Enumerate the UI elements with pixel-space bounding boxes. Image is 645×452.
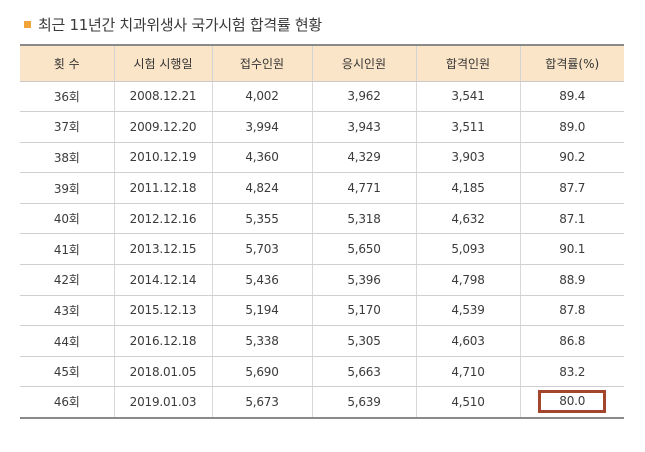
table-row: 40회 2012.12.16 5,355 5,318 4,632 87.1 <box>20 203 624 235</box>
header-round: 횟 수 <box>20 44 115 82</box>
table-row: 39회 2011.12.18 4,824 4,771 4,185 87.7 <box>20 172 624 204</box>
square-bullet-icon <box>24 20 31 28</box>
cell-applicants: 5,355 <box>211 203 313 235</box>
cell-passed: 3,511 <box>415 111 521 143</box>
cell-round: 36회 <box>20 81 115 113</box>
cell-applicants: 3,994 <box>211 111 313 143</box>
cell-applicants: 5,673 <box>211 386 313 419</box>
cell-round: 42회 <box>20 264 115 296</box>
cell-passed: 4,185 <box>415 172 521 204</box>
header-exam-date: 시험 시행일 <box>113 44 213 82</box>
cell-examinees: 4,771 <box>311 172 417 204</box>
cell-round: 46회 <box>20 386 115 419</box>
cell-pass-rate: 90.2 <box>519 142 624 174</box>
cell-pass-rate: 83.2 <box>519 356 624 388</box>
cell-passed: 4,798 <box>415 264 521 296</box>
cell-exam-date: 2009.12.20 <box>113 111 213 143</box>
cell-examinees: 5,318 <box>311 203 417 235</box>
cell-examinees: 5,396 <box>311 264 417 296</box>
cell-round: 45회 <box>20 356 115 388</box>
cell-examinees: 4,329 <box>311 142 417 174</box>
header-examinees: 응시인원 <box>311 44 417 82</box>
cell-passed: 4,510 <box>415 386 521 419</box>
table-row: 43회 2015.12.13 5,194 5,170 4,539 87.8 <box>20 295 624 327</box>
cell-pass-rate: 86.8 <box>519 325 624 357</box>
cell-applicants: 5,690 <box>211 356 313 388</box>
cell-examinees: 3,962 <box>311 81 417 113</box>
table-row: 46회 2019.01.03 5,673 5,639 4,510 80.0 <box>20 386 624 419</box>
cell-round: 37회 <box>20 111 115 143</box>
cell-pass-rate: 87.1 <box>519 203 624 235</box>
table-row: 44회 2016.12.18 5,338 5,305 4,603 86.8 <box>20 325 624 357</box>
cell-round: 41회 <box>20 233 115 266</box>
cell-round: 38회 <box>20 142 115 174</box>
cell-examinees: 5,639 <box>311 386 417 419</box>
cell-examinees: 5,305 <box>311 325 417 357</box>
cell-pass-rate: 80.0 <box>519 386 624 419</box>
cell-passed: 3,541 <box>415 81 521 113</box>
table-row: 37회 2009.12.20 3,994 3,943 3,511 89.0 <box>20 111 624 143</box>
cell-applicants: 5,338 <box>211 325 313 357</box>
cell-round: 39회 <box>20 172 115 204</box>
cell-round: 40회 <box>20 203 115 235</box>
cell-exam-date: 2012.12.16 <box>113 203 213 235</box>
highlighted-pass-rate: 80.0 <box>538 390 607 414</box>
cell-exam-date: 2011.12.18 <box>113 172 213 204</box>
cell-passed: 4,603 <box>415 325 521 357</box>
cell-exam-date: 2016.12.18 <box>113 325 213 357</box>
pass-rate-table: 횟 수 시험 시행일 접수인원 응시인원 합격인원 합격률(%) 36회 200… <box>20 44 624 419</box>
cell-exam-date: 2014.12.14 <box>113 264 213 296</box>
header-pass-rate: 합격률(%) <box>519 44 624 82</box>
header-applicants: 접수인원 <box>211 44 313 82</box>
cell-exam-date: 2019.01.03 <box>113 386 213 419</box>
header-passed: 합격인원 <box>415 44 521 82</box>
cell-examinees: 3,943 <box>311 111 417 143</box>
page-title: 최근 11년간 치과위생사 국가시험 합격률 현황 <box>38 15 322 34</box>
pass-rate-table-container: 횟 수 시험 시행일 접수인원 응시인원 합격인원 합격률(%) 36회 200… <box>20 44 624 419</box>
cell-exam-date: 2013.12.15 <box>113 233 213 266</box>
table-row: 36회 2008.12.21 4,002 3,962 3,541 89.4 <box>20 81 624 113</box>
cell-passed: 4,710 <box>415 356 521 388</box>
title-row: 최근 11년간 치과위생사 국가시험 합격률 현황 <box>24 12 322 36</box>
cell-exam-date: 2008.12.21 <box>113 81 213 113</box>
cell-pass-rate: 89.4 <box>519 81 624 113</box>
cell-exam-date: 2015.12.13 <box>113 295 213 327</box>
cell-applicants: 5,703 <box>211 233 313 266</box>
table-row: 41회 2013.12.15 5,703 5,650 5,093 90.1 <box>20 233 624 266</box>
cell-applicants: 5,436 <box>211 264 313 296</box>
cell-pass-rate: 89.0 <box>519 111 624 143</box>
table-row: 38회 2010.12.19 4,360 4,329 3,903 90.2 <box>20 142 624 174</box>
cell-exam-date: 2018.01.05 <box>113 356 213 388</box>
cell-applicants: 5,194 <box>211 295 313 327</box>
cell-round: 44회 <box>20 325 115 357</box>
cell-exam-date: 2010.12.19 <box>113 142 213 174</box>
cell-pass-rate: 87.8 <box>519 295 624 327</box>
cell-applicants: 4,360 <box>211 142 313 174</box>
cell-applicants: 4,002 <box>211 81 313 113</box>
cell-passed: 3,903 <box>415 142 521 174</box>
table-row: 42회 2014.12.14 5,436 5,396 4,798 88.9 <box>20 264 624 296</box>
cell-examinees: 5,663 <box>311 356 417 388</box>
cell-round: 43회 <box>20 295 115 327</box>
cell-pass-rate: 90.1 <box>519 233 624 266</box>
cell-passed: 4,539 <box>415 295 521 327</box>
cell-applicants: 4,824 <box>211 172 313 204</box>
table-header-row: 횟 수 시험 시행일 접수인원 응시인원 합격인원 합격률(%) <box>20 44 624 82</box>
table-row: 45회 2018.01.05 5,690 5,663 4,710 83.2 <box>20 356 624 388</box>
cell-examinees: 5,170 <box>311 295 417 327</box>
cell-passed: 5,093 <box>415 233 521 266</box>
cell-pass-rate: 88.9 <box>519 264 624 296</box>
cell-passed: 4,632 <box>415 203 521 235</box>
cell-pass-rate: 87.7 <box>519 172 624 204</box>
cell-examinees: 5,650 <box>311 233 417 266</box>
